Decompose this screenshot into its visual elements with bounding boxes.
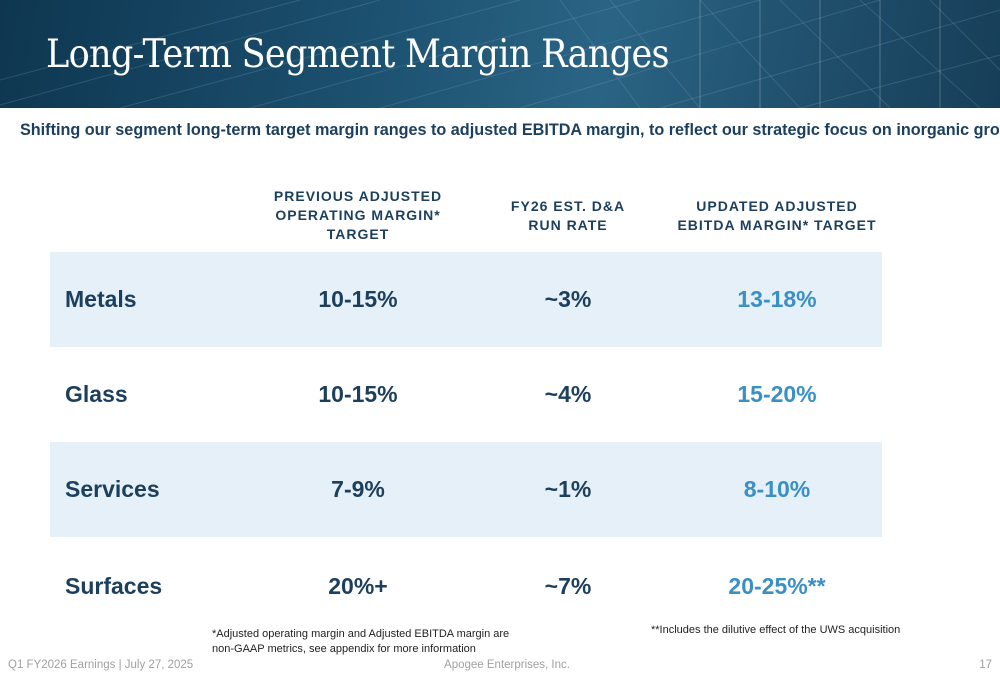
da-run-rate-value: ~1%: [544, 476, 592, 502]
previous-margin-value: 10-15%: [318, 381, 398, 407]
updated-margin-value: 13-18%: [737, 286, 817, 312]
da-run-rate-value: ~3%: [544, 286, 592, 312]
page-number: 17: [979, 659, 992, 671]
header-da-run-rate: FY26 EST. D&A RUN RATE: [510, 198, 626, 233]
previous-margin-value: 20%+: [328, 573, 388, 599]
segment-name: Metals: [65, 286, 137, 312]
page-subtitle: Shifting our segment long-term target ma…: [20, 121, 1000, 139]
header-updated-margin: UPDATED ADJUSTED EBITDA MARGIN* TARGET: [677, 198, 877, 233]
footer-event: Q1 FY2026 Earnings | July 27, 2025: [8, 659, 194, 671]
segment-name: Services: [65, 476, 160, 502]
da-run-rate-value: ~4%: [544, 381, 592, 407]
updated-margin-value: 20-25%**: [728, 573, 826, 599]
table-row-surfaces: Surfaces 20%+ ~7% 20-25%**: [50, 539, 882, 634]
segment-name: Surfaces: [65, 573, 163, 599]
segment-name: Glass: [65, 381, 128, 407]
table-row-glass: Glass 10-15% ~4% 15-20%: [50, 347, 882, 442]
footer-company: Apogee Enterprises, Inc.: [444, 659, 570, 671]
footnote-uws: **Includes the dilutive effect of the UW…: [651, 624, 901, 636]
updated-margin-value: 15-20%: [737, 381, 817, 407]
updated-margin-value: 8-10%: [743, 476, 811, 502]
da-run-rate-value: ~7%: [544, 573, 592, 599]
table-row-services: Services 7-9% ~1% 8-10%: [50, 442, 882, 537]
previous-margin-value: 10-15%: [318, 286, 398, 312]
table-row-metals: Metals 10-15% ~3% 13-18%: [50, 252, 882, 347]
footnote-non-gaap: *Adjusted operating margin and Adjusted …: [212, 628, 510, 655]
previous-margin-value: 7-9%: [331, 476, 385, 502]
building-background-graphic: [0, 0, 1000, 108]
header-previous-margin: PREVIOUS ADJUSTED OPERATING MARGIN* TARG…: [273, 188, 443, 242]
title-banner: Long-Term Segment Margin Ranges: [0, 0, 1000, 108]
page-title: Long-Term Segment Margin Ranges: [46, 32, 670, 77]
